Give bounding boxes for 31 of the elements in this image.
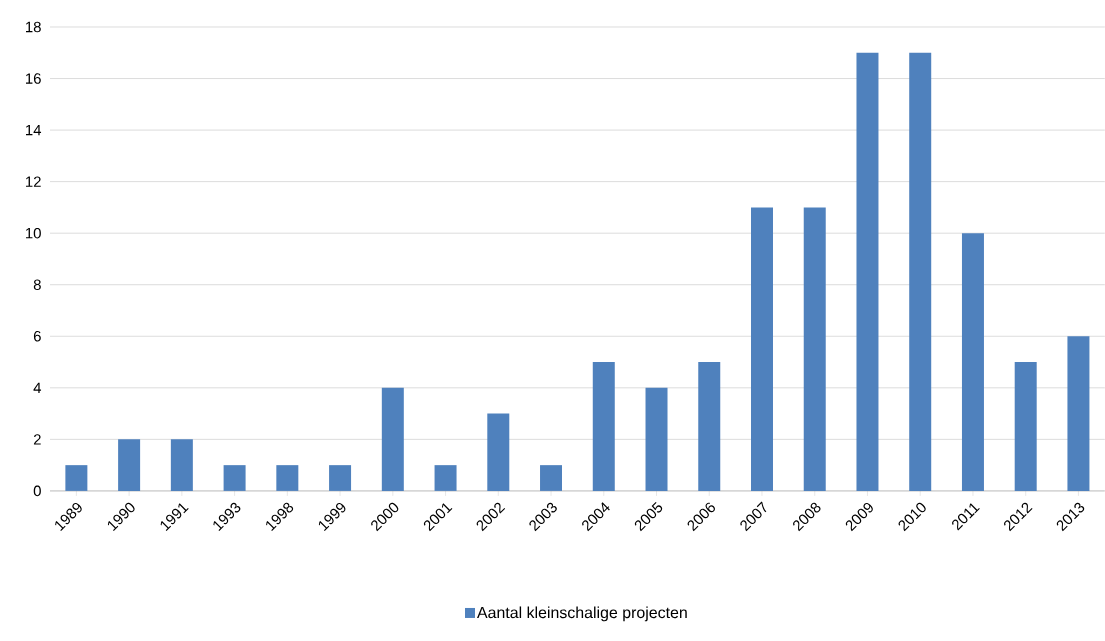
bar bbox=[223, 465, 246, 491]
bar bbox=[592, 362, 615, 491]
bar bbox=[381, 387, 404, 491]
bar bbox=[698, 362, 721, 491]
bar bbox=[645, 387, 668, 491]
bar bbox=[856, 52, 879, 491]
bar bbox=[118, 439, 141, 491]
bar bbox=[961, 233, 984, 491]
bar bbox=[540, 465, 563, 491]
y-tick-label: 16 bbox=[26, 73, 41, 84]
bar bbox=[1067, 336, 1090, 491]
legend-label: Aantal kleinschalige projecten bbox=[477, 606, 687, 622]
bar bbox=[909, 52, 932, 491]
y-tick-label: 0 bbox=[33, 485, 41, 497]
bar bbox=[434, 465, 457, 491]
y-tick-label: 10 bbox=[26, 227, 41, 239]
bar bbox=[170, 439, 193, 491]
y-tick-label: 12 bbox=[26, 176, 41, 187]
y-tick-label: 18 bbox=[26, 21, 41, 33]
bar bbox=[329, 465, 352, 491]
y-tick-label: 2 bbox=[33, 434, 41, 445]
bar bbox=[803, 207, 826, 491]
y-tick-label: 6 bbox=[33, 331, 41, 342]
bar bbox=[751, 207, 773, 491]
bar bbox=[487, 413, 510, 491]
bar bbox=[1014, 362, 1037, 491]
y-tick-label: 14 bbox=[26, 124, 42, 136]
y-tick-label: 8 bbox=[33, 279, 41, 291]
bar bbox=[276, 465, 299, 491]
bar bbox=[65, 465, 88, 491]
y-tick-label: 4 bbox=[33, 382, 42, 394]
